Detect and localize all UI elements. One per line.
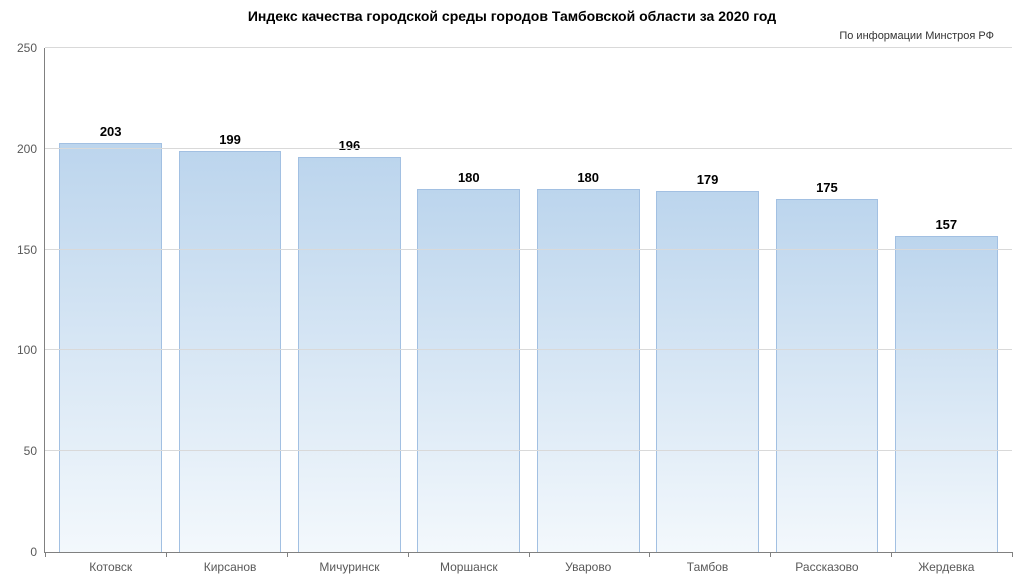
chart-title: Индекс качества городской среды городов …: [0, 8, 1024, 24]
x-tick-label: Моршанск: [440, 552, 498, 574]
bar-value-label: 203: [100, 124, 122, 139]
bar-slot: 175Рассказово: [767, 48, 886, 552]
bar-slot: 203Котовск: [51, 48, 170, 552]
x-tick-mark: [649, 552, 650, 557]
gridline: [45, 450, 1012, 451]
x-tick-label: Мичуринск: [319, 552, 379, 574]
bar-value-label: 157: [935, 217, 957, 232]
bar: [537, 189, 640, 552]
bar: [59, 143, 162, 552]
x-tick-label: Жердевка: [918, 552, 974, 574]
bar-value-label: 199: [219, 132, 241, 147]
gridline: [45, 249, 1012, 250]
x-tick-label: Рассказово: [795, 552, 858, 574]
bar-slot: 196Мичуринск: [290, 48, 409, 552]
x-tick-label: Уварово: [565, 552, 611, 574]
y-tick-label: 250: [17, 41, 45, 55]
x-tick-mark: [1012, 552, 1013, 557]
bar: [179, 151, 282, 552]
bar-value-label: 196: [339, 138, 361, 153]
bar: [776, 199, 879, 552]
bar-value-label: 180: [577, 170, 599, 185]
x-tick-mark: [529, 552, 530, 557]
bar-value-label: 179: [697, 172, 719, 187]
x-tick-mark: [770, 552, 771, 557]
gridline: [45, 47, 1012, 48]
x-tick-label: Тамбов: [687, 552, 729, 574]
x-tick-mark: [45, 552, 46, 557]
gridline: [45, 148, 1012, 149]
bar: [656, 191, 759, 552]
bars-group: 203Котовск199Кирсанов196Мичуринск180Морш…: [45, 48, 1012, 552]
bar: [895, 236, 998, 553]
plot-area: 203Котовск199Кирсанов196Мичуринск180Морш…: [44, 48, 1012, 553]
bar-value-label: 180: [458, 170, 480, 185]
y-tick-label: 200: [17, 142, 45, 156]
bar: [298, 157, 401, 552]
bar-slot: 157Жердевка: [887, 48, 1006, 552]
y-tick-label: 50: [24, 444, 45, 458]
chart-container: Индекс качества городской среды городов …: [0, 0, 1024, 587]
x-tick-label: Котовск: [89, 552, 132, 574]
bar-slot: 199Кирсанов: [170, 48, 289, 552]
x-tick-mark: [287, 552, 288, 557]
x-tick-mark: [891, 552, 892, 557]
bar-slot: 179Тамбов: [648, 48, 767, 552]
y-tick-label: 100: [17, 343, 45, 357]
x-tick-mark: [408, 552, 409, 557]
y-tick-label: 150: [17, 243, 45, 257]
bar: [417, 189, 520, 552]
bar-slot: 180Моршанск: [409, 48, 528, 552]
x-tick-mark: [166, 552, 167, 557]
x-tick-label: Кирсанов: [204, 552, 257, 574]
gridline: [45, 349, 1012, 350]
y-tick-label: 0: [30, 545, 45, 559]
bar-value-label: 175: [816, 180, 838, 195]
bar-slot: 180Уварово: [529, 48, 648, 552]
chart-subtitle: По информации Минстроя РФ: [0, 30, 994, 42]
